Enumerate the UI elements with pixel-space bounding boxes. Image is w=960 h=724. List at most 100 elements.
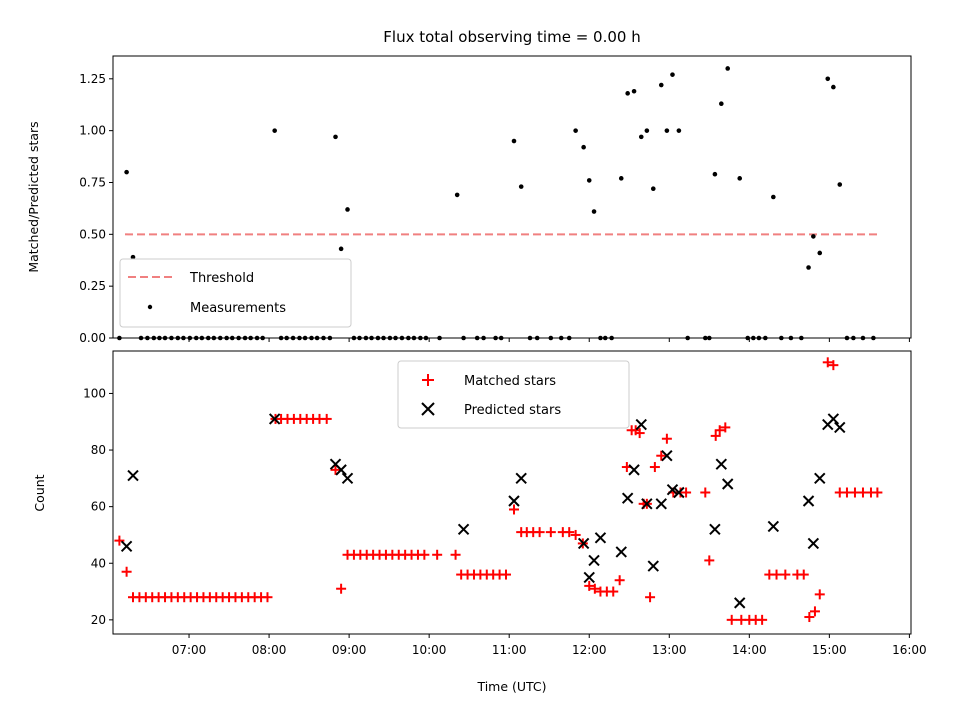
predicted-stars-point bbox=[127, 469, 139, 482]
matched-stars-point bbox=[321, 413, 332, 424]
matched-stars-point bbox=[584, 580, 595, 591]
x-tick-label: 09:00 bbox=[332, 643, 367, 657]
measurements-point bbox=[725, 66, 731, 71]
y-tick-label: 1.00 bbox=[79, 124, 106, 138]
bottom-panel: Count Time (UTC) 07:00 08:00 09:00 10:00 11:… bbox=[32, 350, 927, 694]
x-tick-label: 12:00 bbox=[572, 643, 607, 657]
measurements-point bbox=[806, 265, 811, 270]
measurements-point bbox=[124, 169, 129, 175]
matched-stars-point bbox=[114, 535, 125, 546]
top-chart-title: Flux total observing time = 0.00 h bbox=[383, 28, 640, 46]
matched-stars-point bbox=[757, 614, 768, 625]
matched-stars-point bbox=[656, 450, 667, 461]
predicted-stars-point bbox=[457, 523, 470, 535]
measurements-point bbox=[272, 128, 277, 133]
predicted-stars-point bbox=[734, 597, 746, 609]
x-tick-label: 08:00 bbox=[252, 643, 287, 657]
measurements-point bbox=[737, 176, 743, 181]
matched-stars-point bbox=[608, 586, 619, 597]
matched-stars-point bbox=[336, 583, 347, 594]
predicted-stars-point bbox=[834, 421, 846, 434]
matched-stars-point bbox=[700, 487, 711, 498]
predicted-stars-point bbox=[807, 537, 820, 550]
y-tick-label: 0.50 bbox=[79, 227, 106, 241]
matched-stars-legend-label: Matched stars bbox=[464, 374, 556, 389]
predicted-stars-point bbox=[335, 464, 347, 476]
y-tick-label: 60 bbox=[91, 500, 106, 514]
predicted-stars-point bbox=[635, 418, 647, 431]
measurements-point bbox=[644, 128, 650, 133]
predicted-stars-point bbox=[814, 472, 826, 485]
measurements-point bbox=[719, 101, 724, 106]
measurements-point bbox=[573, 128, 578, 133]
matched-stars-point bbox=[432, 549, 443, 560]
measurements-point bbox=[511, 138, 517, 144]
predicted-stars-point bbox=[647, 560, 659, 572]
matched-stars-legend-swatch bbox=[422, 374, 434, 386]
top-panel: Flux total observing time = 0.00 h Match… bbox=[26, 28, 912, 345]
top-y-axis-label: Matched/Predicted stars bbox=[26, 121, 41, 272]
matched-stars-point bbox=[828, 360, 839, 371]
measurements-point bbox=[664, 128, 670, 133]
predicted-stars-point bbox=[722, 478, 734, 490]
measurements-point bbox=[825, 76, 831, 82]
bottom-x-axis-label: Time (UTC) bbox=[476, 679, 546, 694]
predicted-stars-point bbox=[715, 458, 728, 470]
measurements-legend-swatch bbox=[147, 304, 153, 310]
measurements-point bbox=[586, 178, 592, 183]
x-tick-label: 14:00 bbox=[732, 643, 767, 657]
matched-stars-point bbox=[681, 487, 692, 498]
predicted-stars-point bbox=[666, 483, 679, 496]
measurements-point bbox=[591, 209, 597, 214]
predicted-stars-legend-label: Predicted stars bbox=[464, 403, 561, 418]
y-tick-label: 0.75 bbox=[79, 175, 106, 189]
y-tick-label: 40 bbox=[91, 556, 106, 570]
measurements-point bbox=[130, 254, 136, 260]
matched-stars-point bbox=[419, 549, 430, 560]
predicted-stars-point bbox=[655, 498, 667, 510]
measurements-point bbox=[333, 134, 338, 140]
y-tick-label: 0.25 bbox=[79, 279, 106, 293]
x-tick-label: 07:00 bbox=[172, 643, 207, 657]
predicted-stars-point bbox=[588, 554, 600, 567]
top-axes-frame bbox=[112, 55, 912, 339]
predicted-stars-point bbox=[508, 495, 520, 507]
bottom-axes-frame bbox=[112, 350, 912, 635]
matched-stars-point bbox=[121, 566, 132, 577]
measurements-point bbox=[676, 128, 682, 133]
matched-stars-point bbox=[634, 428, 645, 439]
measurements-point bbox=[831, 84, 836, 90]
measurements-point bbox=[618, 176, 624, 181]
measurements-legend-label: Measurements bbox=[190, 301, 286, 316]
bottom-plot-marks bbox=[114, 357, 883, 625]
measurements-point bbox=[638, 134, 644, 140]
predicted-stars-point bbox=[628, 464, 640, 476]
measurements-point bbox=[631, 88, 637, 94]
matched-stars-point bbox=[726, 614, 737, 625]
bottom-y-axis-label: Count bbox=[32, 474, 47, 511]
matched-stars-point bbox=[714, 425, 725, 436]
measurements-point bbox=[811, 234, 816, 239]
matched-stars-point bbox=[500, 569, 511, 580]
matched-stars-point bbox=[710, 430, 721, 441]
predicted-stars-point bbox=[767, 520, 780, 533]
measurements-point bbox=[658, 82, 664, 88]
bottom-legend-box bbox=[397, 360, 630, 429]
matched-stars-point bbox=[804, 612, 815, 623]
matched-stars-point bbox=[330, 464, 341, 475]
measurements-point bbox=[338, 246, 344, 252]
matched-stars-point bbox=[872, 487, 883, 498]
matched-stars-point bbox=[780, 569, 791, 580]
matched-stars-point bbox=[545, 527, 556, 538]
y-tick-label: 20 bbox=[91, 613, 106, 627]
x-tick-label: 15:00 bbox=[812, 643, 847, 657]
predicted-stars-point bbox=[577, 537, 590, 550]
predicted-stars-point bbox=[827, 413, 840, 425]
predicted-stars-point bbox=[709, 523, 721, 535]
matched-stars-point bbox=[661, 433, 672, 444]
y-tick-label: 1.25 bbox=[79, 72, 106, 86]
top-legend-box bbox=[119, 258, 352, 328]
top-ticks: 0.00 0.25 0.50 0.75 1.00 1.25 bbox=[79, 72, 910, 345]
bottom-legend: Matched stars Predicted stars bbox=[397, 360, 630, 429]
